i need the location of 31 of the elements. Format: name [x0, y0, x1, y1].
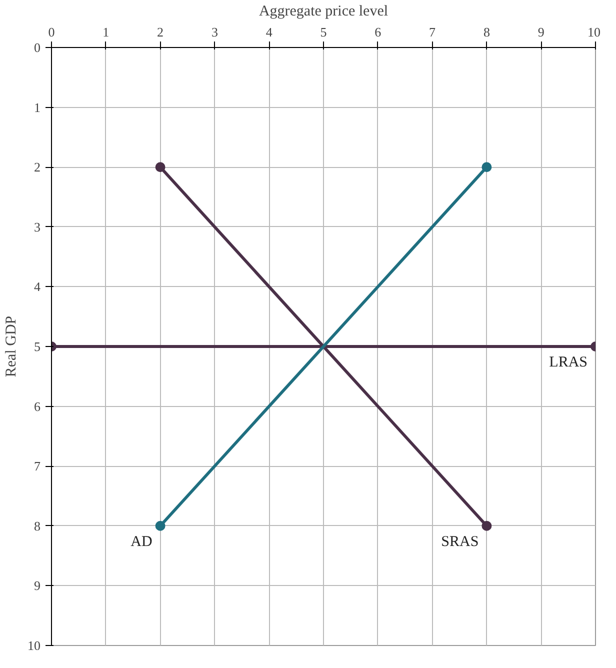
- y-axis-title: Real GDP: [4, 316, 20, 378]
- x-tick-label: 2: [157, 24, 164, 40]
- y-tick-label: 8: [34, 518, 40, 534]
- y-tick-label: 2: [34, 160, 40, 175]
- point: [155, 162, 166, 172]
- y-tick-label: 1: [34, 100, 40, 115]
- y-tick-label: 9: [34, 578, 40, 594]
- x-tick-label: 0: [48, 24, 55, 40]
- y-tick-label: 0: [34, 40, 40, 55]
- point: [482, 520, 492, 531]
- point: [482, 162, 492, 172]
- point: [155, 520, 166, 531]
- y-tick-label: 7: [34, 458, 41, 474]
- x-tick-label: 7: [429, 24, 436, 40]
- x-tick-label: 8: [483, 24, 490, 40]
- y-tick-label: 5: [34, 339, 40, 354]
- x-tick-label: 1: [102, 24, 110, 40]
- x-tick-label: 10: [588, 24, 600, 40]
- x-axis-title: Aggregate price level: [258, 4, 388, 20]
- x-tick-label: 6: [374, 24, 382, 40]
- x-tick-label: 4: [266, 24, 273, 40]
- x-tick-label: 9: [538, 24, 544, 40]
- series-label: SRAS: [441, 534, 479, 550]
- y-tick-label: 4: [34, 279, 41, 294]
- y-tick-label: 6: [34, 398, 41, 414]
- series-label: AD: [130, 534, 152, 550]
- y-tick-label: 3: [34, 219, 40, 234]
- x-tick-label: 3: [211, 24, 218, 40]
- y-tick-label: 10: [28, 638, 40, 653]
- x-tick-label: 5: [320, 24, 327, 40]
- series-label: LRAS: [549, 354, 588, 370]
